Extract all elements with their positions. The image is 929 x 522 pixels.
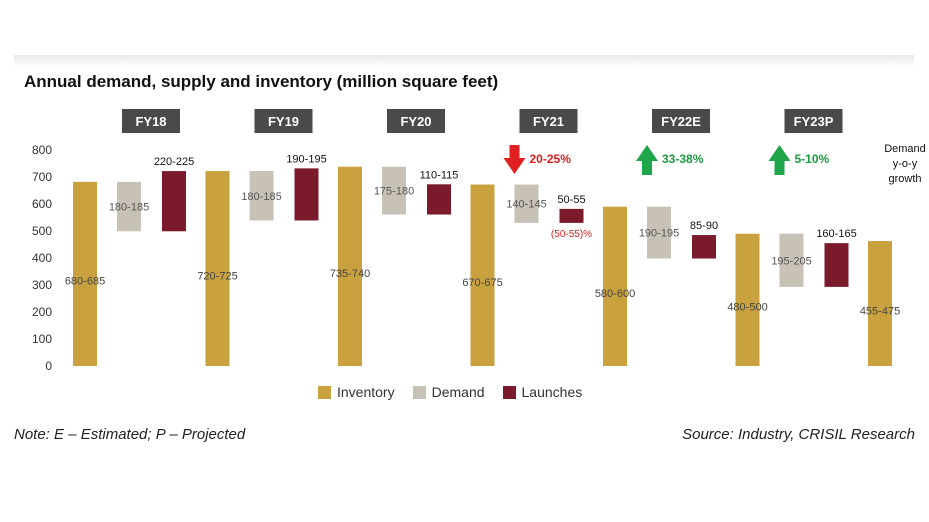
legend-swatch-launches [502,385,516,399]
launches-label-fy23p: 160-165 [816,228,856,240]
year-label-fy21: FY21 [533,114,564,129]
year-label-fy23p: FY23P [794,114,834,129]
launches-label-fy19: 190-195 [286,153,326,165]
inventory-bar-fy20 [338,166,362,366]
y-tick-label: 700 [32,170,52,184]
legend-swatch-inventory [318,385,331,399]
demand-label-fy20: 175-180 [374,186,414,198]
demand-label-fy23p: 195-205 [771,255,811,267]
y-tick-label: 300 [32,278,52,292]
launches-label-fy20: 110-115 [420,169,459,181]
inventory-bar-fy21 [470,184,495,366]
year-box-fy23p [784,109,843,133]
growth-label-fy22e: 33-38% [662,152,704,166]
legend-item-demand: Demand [412,384,485,400]
inventory-bar-fy22e [603,206,627,366]
growth-label-fy21: 20-25% [530,152,572,166]
demand-label-fy18: 180-185 [109,202,149,214]
y-tick-label: 800 [32,143,52,157]
header-band [14,55,914,67]
inventory-bar-fy23p [735,233,760,366]
y-tick-label: 100 [32,332,52,346]
inventory-label-fy20: 735-740 [330,268,370,280]
footnote: Note: E – Estimated; P – Projected [14,426,246,443]
launches-label-fy18: 220-225 [154,156,194,168]
demand-label-fy19: 180-185 [241,191,281,203]
launches-bar-fy18 [162,171,186,232]
demand-bar-fy18 [117,181,141,232]
inventory-bar-fy18 [73,181,97,366]
growth-header-line-2: y-o-y [892,158,918,170]
down-arrow-icon [503,145,526,174]
inventory-label-fy23p: 480-500 [727,302,767,314]
launches-label-fy21: 50-55 [557,194,585,206]
year-label-fy20: FY20 [400,114,431,129]
growth-header-line-3: growth [888,173,922,185]
growth-header-line-1: Demand [884,143,926,155]
launches-bar-fy19 [294,168,319,221]
year-box-fy21 [519,109,578,133]
inventory-bar-final [868,240,892,366]
demand-bar-fy22e [647,206,671,259]
year-label-fy18: FY18 [135,114,166,129]
demand-bar-fy23p [779,233,804,287]
up-arrow-icon [636,145,658,175]
y-tick-label: 200 [32,305,52,319]
demand-bar-fy19 [249,171,274,221]
year-label-fy22e: FY22E [661,114,701,129]
legend: Inventory Demand Launches [318,384,582,400]
demand-label-fy22e: 190-195 [639,228,679,240]
inventory-label-fy19: 720-725 [197,270,237,282]
legend-item-launches: Launches [502,384,583,400]
inventory-label-fy21: 670-675 [462,277,502,289]
up-arrow-icon [768,145,791,175]
launches-bar-fy20 [427,184,451,215]
launches-change-fy21: (50-55)% [551,229,592,240]
legend-label-demand: Demand [431,384,485,400]
y-tick-label: 600 [32,197,52,211]
source-note: Source: Industry, CRISIL Research [682,426,915,443]
year-box-fy22e [652,109,710,133]
chart-title: Annual demand, supply and inventory (mil… [24,72,499,91]
demand-label-fy21: 140-145 [506,199,546,211]
inventory-label-fy22e: 580-600 [595,288,635,300]
legend-label-inventory: Inventory [337,384,395,400]
launches-bar-fy22e [692,235,716,259]
year-box-fy19 [254,109,313,133]
year-label-fy19: FY19 [268,114,299,129]
demand-bar-fy21 [514,184,539,223]
y-tick-label: 500 [32,224,52,238]
inventory-label-final: 455-475 [860,305,900,317]
inventory-bar-fy19 [205,171,230,366]
year-box-fy20 [387,109,445,133]
demand-bar-fy20 [382,166,406,215]
y-tick-label: 0 [45,359,52,373]
growth-label-fy23p: 5-10% [795,152,830,166]
y-tick-label: 400 [32,251,52,265]
growth-header: Demand y-o-y growth [874,142,929,187]
legend-swatch-demand [412,385,426,399]
launches-bar-fy23p [824,243,849,287]
year-box-fy18 [122,109,180,133]
launches-label-fy22e: 85-90 [690,220,718,232]
legend-item-inventory: Inventory [318,384,395,400]
launches-bar-fy21 [559,208,584,223]
inventory-label-fy18: 680-685 [65,276,105,288]
legend-label-launches: Launches [521,384,583,400]
